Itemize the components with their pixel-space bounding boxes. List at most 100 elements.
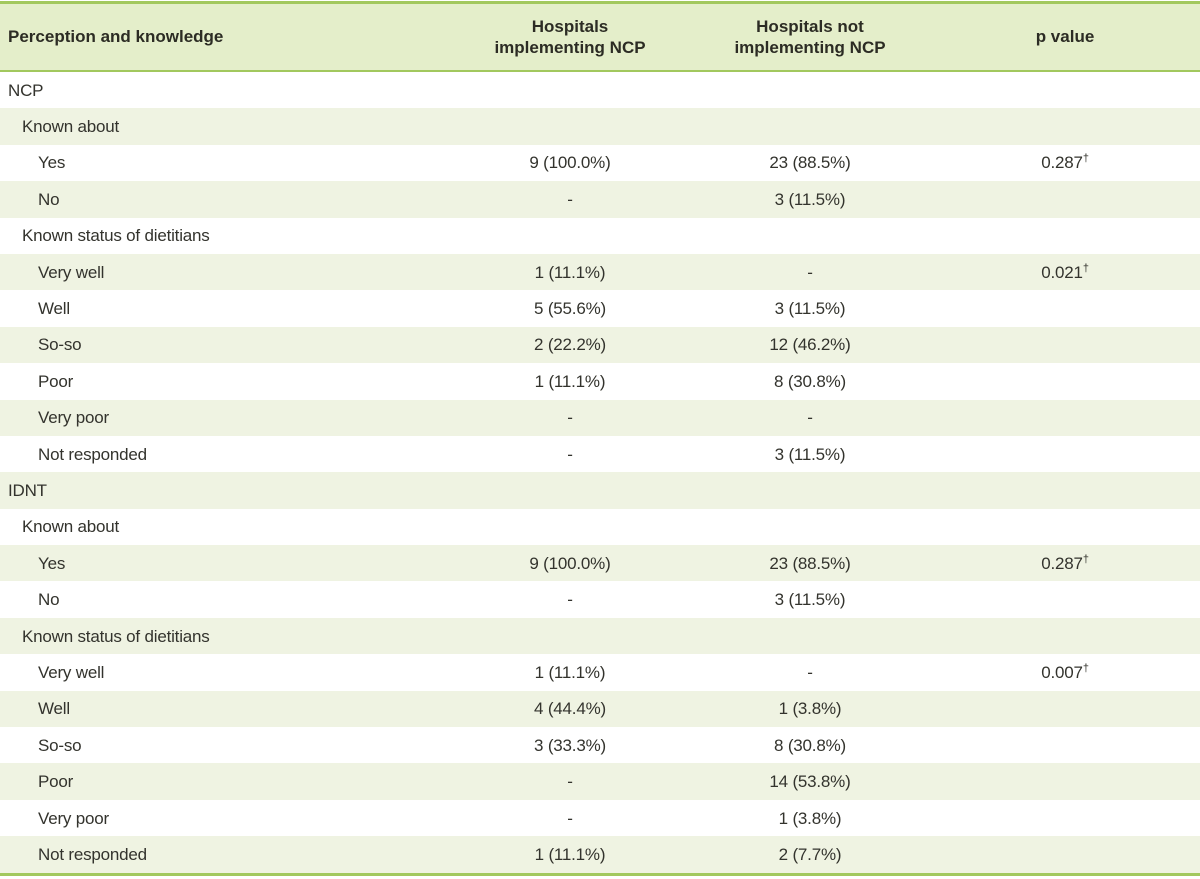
table-row: No - 3 (11.5%)	[0, 581, 1200, 617]
row-label: Very well	[0, 253, 450, 291]
row-label: No	[38, 590, 60, 610]
row-label: Not responded	[38, 444, 147, 464]
implementing-value: 4 (44.4%)	[450, 690, 690, 728]
p-value	[930, 326, 1200, 364]
table-row: IDNT	[0, 472, 1200, 509]
not-implementing-value: 3 (11.5%)	[774, 590, 846, 610]
table-row: Known about	[0, 509, 1200, 545]
p-value	[930, 290, 1200, 326]
not-implementing-value	[690, 71, 930, 108]
implementing-value: -	[450, 763, 690, 800]
table-body: NCP Known about Yes 9 (100.0%) 23 (88.5%) 0.2…	[0, 71, 1200, 875]
table-row: Not responded 1 (11.1%) 2 (7.7%)	[0, 836, 1200, 875]
table-row: So-so 2 (22.2%) 12 (46.2%)	[0, 326, 1200, 364]
p-value	[930, 763, 1200, 800]
row-label: Known about	[22, 517, 120, 537]
implementing-value: -	[567, 590, 573, 610]
header-perception-and-knowledge: Perception and knowledge	[0, 2, 450, 72]
implementing-value: 1 (11.1%)	[450, 836, 690, 875]
not-implementing-value: 3 (11.5%)	[690, 181, 930, 218]
implementing-value: -	[567, 444, 573, 464]
header-p-value: p value	[930, 2, 1200, 72]
row-label: Known status of dietitians	[22, 226, 210, 246]
p-value	[930, 617, 1200, 655]
table-row: Very poor - -	[0, 399, 1200, 436]
row-label: Poor	[0, 763, 450, 800]
not-implementing-value	[690, 108, 930, 145]
not-implementing-value: 1 (3.8%)	[690, 690, 930, 728]
not-implementing-value	[690, 509, 930, 545]
p-value	[930, 218, 1200, 254]
row-label: Well	[0, 690, 450, 728]
implementing-value: 9 (100.0%)	[529, 153, 611, 173]
implementing-value: 1 (11.1%)	[534, 371, 606, 391]
table-row: Yes 9 (100.0%) 23 (88.5%) 0.287†	[0, 545, 1200, 582]
dagger-superscript: †	[1082, 152, 1089, 165]
p-value	[930, 509, 1200, 545]
p-value	[930, 836, 1200, 875]
header-hospitals-not-implementing-ncp: Hospitals not implementing NCP	[690, 2, 930, 72]
p-value: 0.287†	[930, 545, 1200, 582]
table-row: Very poor - 1 (3.8%)	[0, 800, 1200, 836]
table-row: Known status of dietitians	[0, 617, 1200, 655]
implementing-value	[450, 472, 690, 509]
not-implementing-value: 23 (88.5%)	[769, 153, 851, 173]
row-label: No	[0, 181, 450, 218]
not-implementing-value: 23 (88.5%)	[690, 545, 930, 582]
p-value	[930, 800, 1200, 836]
not-implementing-value: 8 (30.8%)	[774, 735, 846, 755]
row-label: So-so	[38, 735, 82, 755]
not-implementing-value: -	[807, 662, 813, 682]
not-implementing-value: 14 (53.8%)	[690, 763, 930, 800]
p-value	[930, 436, 1200, 472]
row-label: NCP	[8, 80, 44, 100]
header-hospitals-implementing-ncp: Hospitals implementing NCP	[450, 2, 690, 72]
table-row: NCP	[0, 71, 1200, 108]
implementing-value: -	[450, 181, 690, 218]
p-value	[930, 399, 1200, 436]
implementing-value	[450, 71, 690, 108]
table-row: Well 4 (44.4%) 1 (3.8%)	[0, 690, 1200, 728]
not-implementing-value: -	[690, 253, 930, 291]
row-label: Not responded	[0, 836, 450, 875]
dagger-superscript: †	[1082, 261, 1089, 274]
implementing-value: 9 (100.0%)	[450, 545, 690, 582]
not-implementing-value: 3 (11.5%)	[774, 299, 846, 319]
table-row: So-so 3 (33.3%) 8 (30.8%)	[0, 727, 1200, 763]
not-implementing-value: -	[690, 399, 930, 436]
header-row: Perception and knowledge Hospitals imple…	[0, 2, 1200, 72]
row-label: Very poor	[0, 399, 450, 436]
implementing-value	[450, 108, 690, 145]
p-value	[930, 690, 1200, 728]
not-implementing-value: 12 (46.2%)	[690, 326, 930, 364]
p-value	[930, 181, 1200, 218]
implementing-value: 1 (11.1%)	[534, 662, 606, 682]
implementing-value: -	[567, 808, 573, 828]
p-value: 0.021†	[930, 253, 1200, 291]
p-value: 0.007†	[1041, 662, 1089, 682]
table-row: Poor 1 (11.1%) 8 (30.8%)	[0, 363, 1200, 399]
row-label: Well	[38, 299, 70, 319]
table-row: Known about	[0, 108, 1200, 145]
dagger-superscript: †	[1082, 553, 1089, 566]
not-implementing-value: 1 (3.8%)	[778, 808, 842, 828]
p-value	[930, 581, 1200, 617]
implementing-value: -	[450, 399, 690, 436]
row-label: Poor	[38, 371, 74, 391]
row-label: Yes	[38, 153, 66, 173]
row-label: Very poor	[38, 808, 109, 828]
implementing-value	[450, 218, 690, 254]
table-row: No -3 (11.5%)	[0, 181, 1200, 218]
implementing-value: 5 (55.6%)	[534, 299, 606, 319]
row-label: Known about	[0, 108, 450, 145]
not-implementing-value	[690, 617, 930, 655]
not-implementing-value: 2 (7.7%)	[690, 836, 930, 875]
implementing-value: 2 (22.2%)	[450, 326, 690, 364]
implementing-value	[450, 617, 690, 655]
row-label: So-so	[0, 326, 450, 364]
p-value	[930, 363, 1200, 399]
p-value	[930, 108, 1200, 145]
not-implementing-value: 8 (30.8%)	[774, 371, 846, 391]
table-row: Known status of dietitians	[0, 218, 1200, 254]
p-value	[930, 71, 1200, 108]
